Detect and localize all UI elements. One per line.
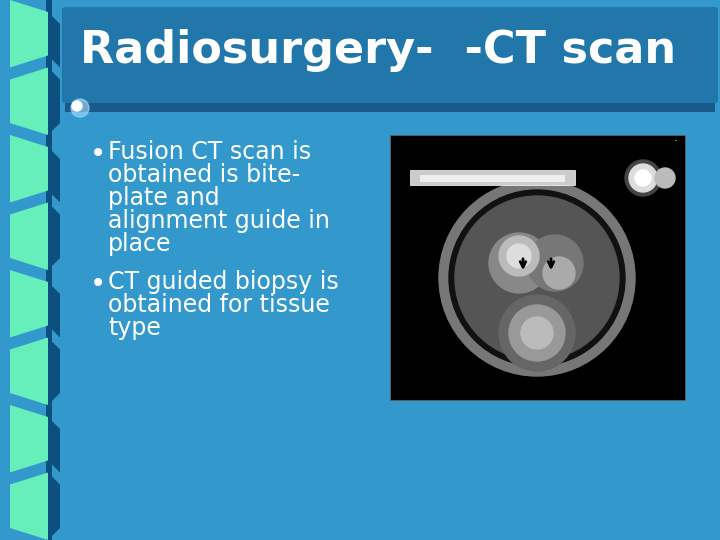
Text: .: .: [673, 133, 677, 143]
Text: alignment guide in: alignment guide in: [108, 209, 330, 233]
Circle shape: [629, 164, 657, 192]
Circle shape: [507, 244, 531, 268]
Circle shape: [72, 101, 82, 111]
Text: type: type: [108, 316, 161, 340]
Circle shape: [499, 236, 539, 276]
Polygon shape: [48, 12, 60, 68]
Polygon shape: [10, 0, 48, 68]
Polygon shape: [10, 405, 48, 472]
FancyBboxPatch shape: [65, 103, 715, 112]
Text: place: place: [108, 232, 171, 256]
Text: •: •: [90, 270, 107, 298]
Polygon shape: [48, 282, 60, 338]
Polygon shape: [10, 338, 48, 405]
Circle shape: [521, 317, 553, 349]
Polygon shape: [10, 68, 48, 135]
Polygon shape: [48, 472, 60, 540]
Polygon shape: [48, 147, 60, 202]
Polygon shape: [48, 338, 60, 405]
FancyBboxPatch shape: [62, 7, 718, 103]
Circle shape: [449, 190, 625, 366]
Polygon shape: [10, 270, 48, 338]
Circle shape: [527, 235, 583, 291]
Circle shape: [543, 257, 575, 289]
Circle shape: [635, 170, 651, 186]
Polygon shape: [10, 135, 48, 202]
FancyBboxPatch shape: [420, 175, 565, 182]
Polygon shape: [10, 202, 48, 270]
Circle shape: [489, 233, 549, 293]
Circle shape: [439, 180, 635, 376]
Polygon shape: [48, 68, 60, 135]
Text: Fusion CT scan is: Fusion CT scan is: [108, 140, 311, 164]
Text: obtained is bite-: obtained is bite-: [108, 163, 300, 187]
Polygon shape: [10, 472, 48, 540]
FancyBboxPatch shape: [46, 0, 52, 540]
FancyBboxPatch shape: [410, 170, 575, 185]
Text: Radiosurgery-  -CT scan: Radiosurgery- -CT scan: [80, 29, 676, 71]
Polygon shape: [48, 202, 60, 270]
Circle shape: [455, 196, 619, 360]
Polygon shape: [48, 417, 60, 472]
Circle shape: [71, 99, 89, 117]
Text: •: •: [90, 140, 107, 168]
FancyBboxPatch shape: [390, 135, 685, 400]
Circle shape: [509, 305, 565, 361]
Text: obtained for tissue: obtained for tissue: [108, 293, 330, 317]
Text: CT guided biopsy is: CT guided biopsy is: [108, 270, 338, 294]
Text: plate and: plate and: [108, 186, 220, 210]
Circle shape: [625, 160, 661, 196]
Circle shape: [499, 295, 575, 371]
Circle shape: [655, 168, 675, 188]
